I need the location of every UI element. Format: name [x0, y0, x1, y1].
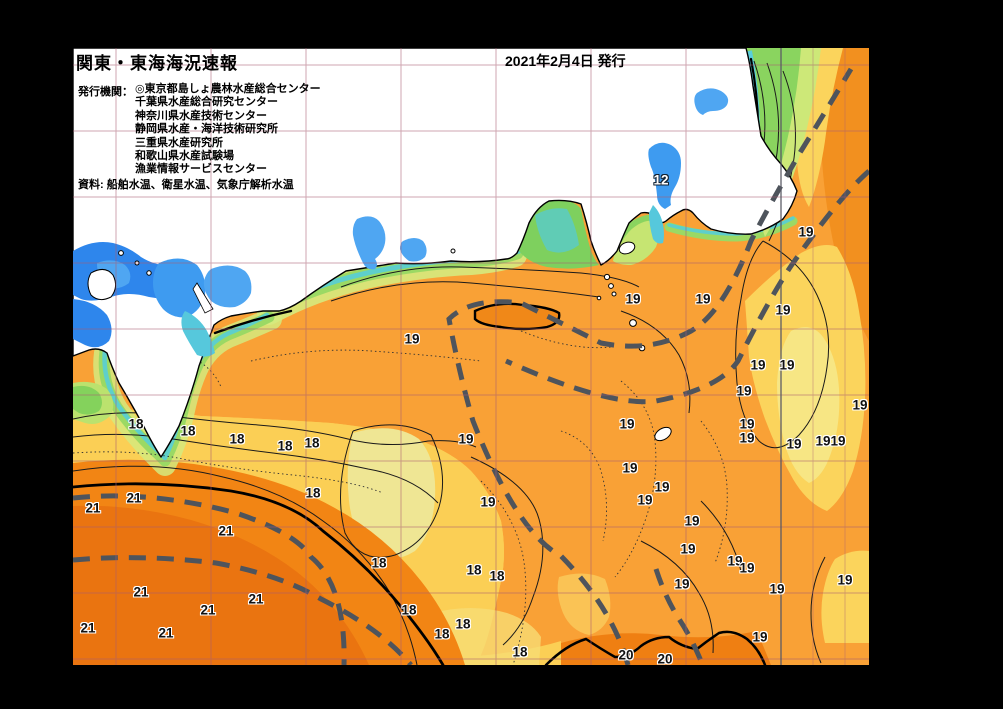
land-honshu: [73, 48, 798, 458]
hachijojima-island: [654, 426, 672, 442]
tokyo-bay-mouth: [649, 205, 664, 244]
ise-bay-mouth: [181, 311, 215, 357]
sea-zone-right-cream: [777, 327, 840, 483]
sea-zone-21-core: [73, 505, 369, 665]
isotherm-contours: [73, 60, 830, 665]
lake-kasumigaura: [694, 88, 729, 115]
suruga-bay-core: [535, 208, 579, 253]
latlon-grid: [73, 48, 869, 665]
ise-bay: [153, 258, 206, 318]
miyakejima-island: [629, 319, 637, 327]
kuroshio-loop-east: [653, 568, 704, 662]
kuroshio-sw-line-b: [73, 555, 413, 665]
warm-eddy-contour: [473, 302, 561, 331]
sst-map: [72, 47, 870, 666]
oshima-island: [618, 241, 636, 255]
kuroshio-meander-loop: [446, 67, 854, 665]
shikoku-green2: [73, 385, 102, 415]
kuroshio-current-lines: [73, 67, 869, 665]
kuroshio-inner-line: [504, 169, 869, 405]
chita-peninsula: [192, 282, 214, 314]
kii-channel: [73, 299, 112, 348]
sst-map-canvas: [73, 48, 869, 665]
kuroshio-sw-line-a: [73, 493, 347, 665]
mikawa-bay: [203, 265, 252, 308]
sea-zone-br-yellow: [821, 550, 869, 643]
awaji-island: [87, 269, 117, 301]
tokyo-bay: [648, 142, 681, 209]
lake-hamana: [352, 216, 386, 270]
sea-patch-yellow-c: [557, 573, 611, 635]
lake-east: [400, 238, 427, 262]
